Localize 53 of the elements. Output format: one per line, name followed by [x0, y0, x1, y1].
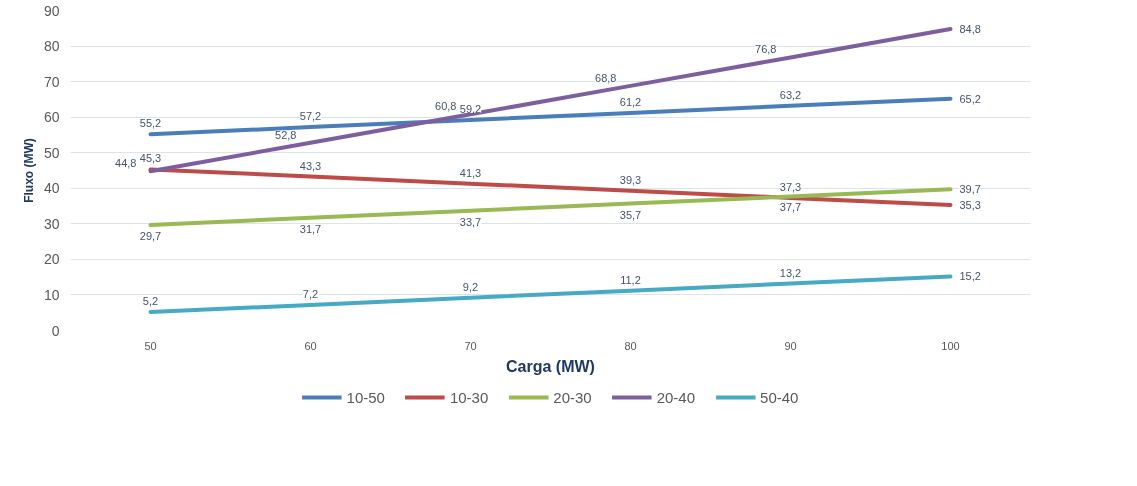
data-label: 39,3: [619, 173, 642, 186]
data-label: 57,2: [299, 110, 322, 123]
data-label: 76,8: [755, 43, 777, 56]
data-label: 7,2: [302, 287, 319, 300]
y-tick-label: 20: [43, 251, 60, 268]
x-tick-label: 100: [941, 339, 960, 352]
x-tick-label: 70: [464, 339, 477, 352]
data-label: 35,3: [959, 198, 981, 211]
data-label: 41,3: [459, 166, 482, 179]
data-label: 59,2: [459, 103, 482, 116]
x-axis-title: Carga (MW): [506, 357, 595, 375]
data-label: 84,8: [959, 22, 981, 35]
x-tick-label: 90: [784, 339, 797, 352]
data-label: 61,2: [619, 95, 642, 108]
data-label: 15,2: [959, 270, 981, 283]
data-label: 5,2: [142, 295, 159, 308]
data-label: 63,2: [779, 88, 802, 101]
legend-label: 20-40: [656, 388, 696, 406]
data-label: 52,8: [275, 128, 297, 141]
y-tick-label: 30: [43, 215, 60, 232]
y-tick-label: 10: [43, 286, 60, 303]
data-label: 60,8: [435, 100, 457, 113]
x-tick-label: 50: [144, 339, 157, 352]
data-label: 29,7: [139, 229, 162, 242]
legend-label: 10-50: [346, 388, 385, 406]
data-label: 31,7: [299, 222, 322, 235]
data-label: 37,7: [779, 201, 802, 214]
x-tick-label: 60: [304, 339, 317, 352]
data-label: 37,3: [779, 180, 802, 193]
data-label: 55,2: [139, 117, 162, 130]
data-label: 11,2: [620, 273, 641, 286]
data-label: 65,2: [959, 92, 981, 105]
data-label: 33,7: [459, 215, 482, 228]
data-label: 68,8: [595, 71, 617, 84]
y-axis-title: Fluxo (MW): [21, 138, 36, 203]
y-tick-label: 60: [43, 109, 60, 126]
legend-label: 10-30: [449, 388, 489, 406]
data-label: 43,3: [299, 159, 322, 172]
y-tick-label: 70: [43, 73, 60, 90]
legend-label: 50-40: [760, 388, 799, 406]
data-label: 35,7: [619, 208, 642, 221]
data-label: 45,3: [139, 152, 162, 165]
y-tick-label: 90: [43, 2, 60, 19]
data-label: 9,2: [462, 280, 479, 293]
legend-label: 20-30: [553, 388, 592, 406]
data-label: 44,8: [115, 157, 137, 170]
data-label: 13,2: [779, 266, 802, 279]
y-tick-label: 40: [43, 180, 60, 197]
y-tick-label: 50: [43, 144, 60, 161]
y-tick-label: 80: [43, 38, 60, 55]
x-tick-label: 80: [624, 339, 637, 352]
y-tick-label: 0: [51, 322, 60, 339]
data-label: 39,7: [959, 183, 981, 196]
